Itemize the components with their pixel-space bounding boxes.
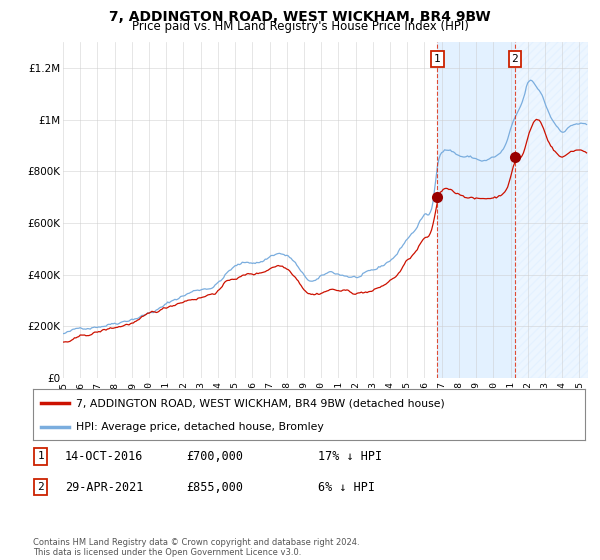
Text: Price paid vs. HM Land Registry's House Price Index (HPI): Price paid vs. HM Land Registry's House … (131, 20, 469, 32)
Text: 14-OCT-2016: 14-OCT-2016 (65, 450, 143, 463)
Text: 7, ADDINGTON ROAD, WEST WICKHAM, BR4 9BW (detached house): 7, ADDINGTON ROAD, WEST WICKHAM, BR4 9BW… (76, 398, 445, 408)
Text: 17% ↓ HPI: 17% ↓ HPI (318, 450, 382, 463)
Text: Contains HM Land Registry data © Crown copyright and database right 2024.
This d: Contains HM Land Registry data © Crown c… (33, 538, 359, 557)
Text: 2: 2 (37, 482, 44, 492)
Text: £700,000: £700,000 (186, 450, 243, 463)
Text: £855,000: £855,000 (186, 480, 243, 494)
Text: 1: 1 (37, 451, 44, 461)
Text: 1: 1 (434, 54, 441, 64)
Text: 6% ↓ HPI: 6% ↓ HPI (318, 480, 375, 494)
Text: 7, ADDINGTON ROAD, WEST WICKHAM, BR4 9BW: 7, ADDINGTON ROAD, WEST WICKHAM, BR4 9BW (109, 10, 491, 24)
Bar (437, 42, 515, 378)
Bar (515, 42, 588, 378)
Text: HPI: Average price, detached house, Bromley: HPI: Average price, detached house, Brom… (76, 422, 324, 432)
Text: 2: 2 (511, 54, 518, 64)
Text: 29-APR-2021: 29-APR-2021 (65, 480, 143, 494)
